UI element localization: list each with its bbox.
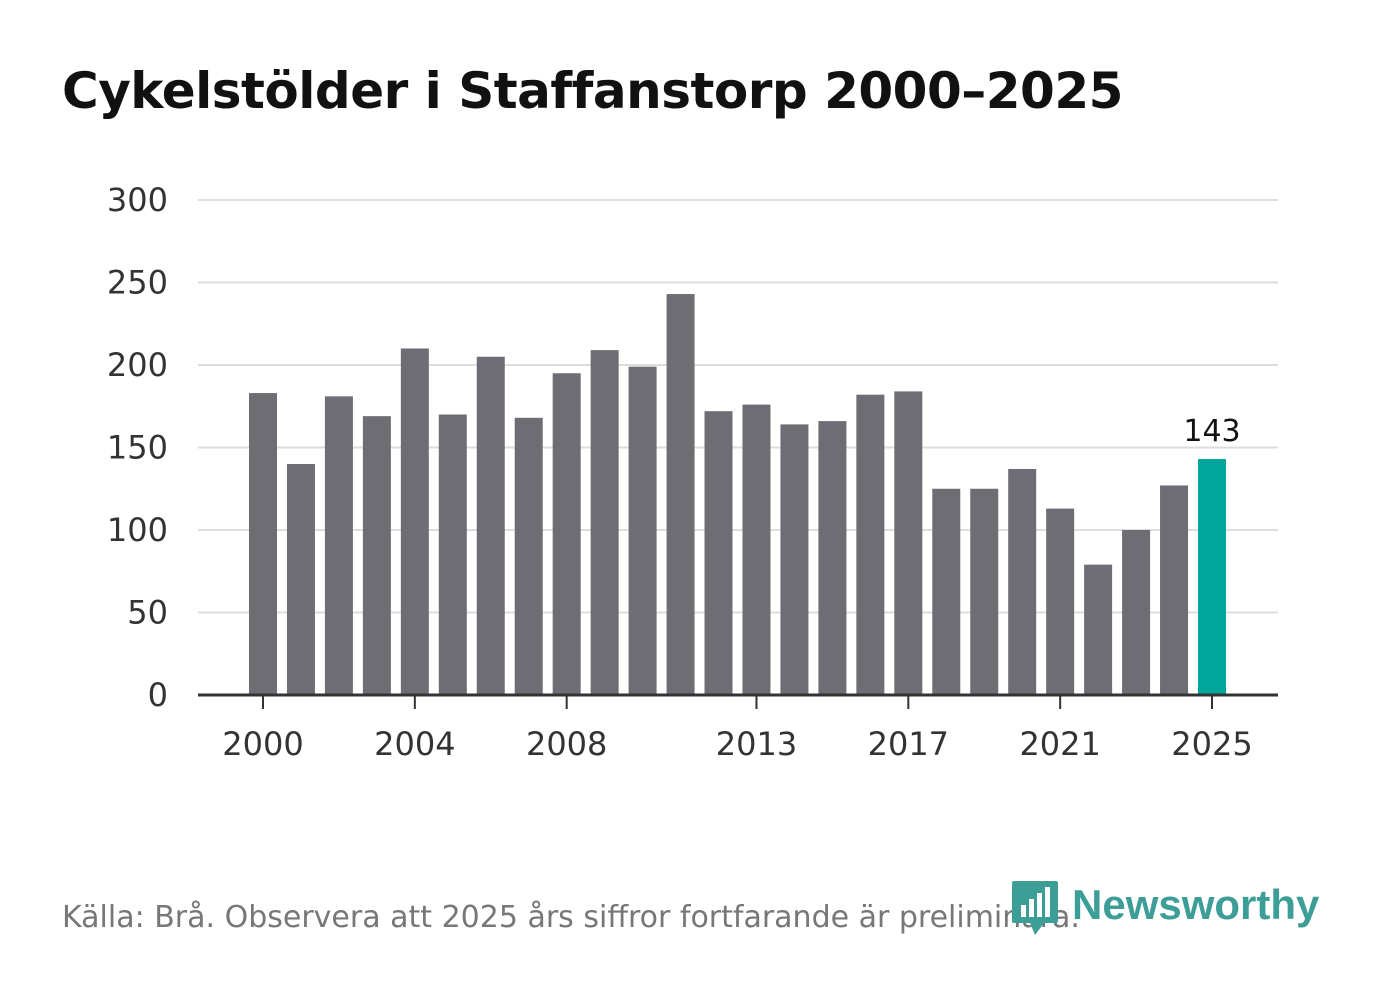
x-tick-label-2025: 2025 <box>1171 725 1252 763</box>
bars <box>249 294 1226 695</box>
bar-2017 <box>894 391 923 695</box>
bar-2024 <box>1160 485 1189 695</box>
bar-2009 <box>590 350 619 695</box>
y-tick-label-200: 200 <box>107 346 168 384</box>
bar-2004 <box>400 348 429 695</box>
y-tick-label-150: 150 <box>107 429 168 467</box>
y-tick-label-0: 0 <box>148 676 168 714</box>
bar-2019 <box>970 488 999 695</box>
bar-2025 <box>1198 459 1226 695</box>
gridlines <box>198 199 1278 614</box>
bar-2021 <box>1046 508 1075 695</box>
chart-title: Cykelstölder i Staffanstorp 2000–2025 <box>62 62 1123 120</box>
bar-2006 <box>476 356 505 695</box>
bar-2016 <box>856 394 885 695</box>
bar-2002 <box>324 396 353 695</box>
data-label-2025: 143 <box>1183 414 1240 449</box>
x-tick-label-2008: 2008 <box>526 725 607 763</box>
bar-2011 <box>666 294 695 695</box>
bar-2012 <box>704 411 733 695</box>
brand-logo: Newsworthy <box>1010 878 1319 940</box>
newsworthy-logo-icon <box>1012 881 1058 935</box>
y-tick-label-100: 100 <box>107 511 168 549</box>
bar-2014 <box>780 424 809 695</box>
y-tick-label-250: 250 <box>107 264 168 302</box>
bar-2005 <box>438 414 467 695</box>
y-tick-label-50: 50 <box>127 594 168 632</box>
bar-2007 <box>514 417 543 695</box>
bar-2018 <box>932 488 961 695</box>
bar-2008 <box>552 373 581 695</box>
bar-2020 <box>1008 468 1037 695</box>
data-labels: 143 <box>1183 414 1240 449</box>
x-tick-label-2017: 2017 <box>868 725 949 763</box>
y-axis-tick-labels: 0 50 100 150 200 250 300 <box>107 181 168 714</box>
x-tick-label-2021: 2021 <box>1019 725 1100 763</box>
bar-2001 <box>286 464 315 695</box>
x-tick-label-2000: 2000 <box>222 725 303 763</box>
y-tick-label-300: 300 <box>107 181 168 219</box>
bar-2013 <box>742 404 771 695</box>
bar-2003 <box>362 416 391 695</box>
bar-2023 <box>1122 530 1151 695</box>
x-axis-ticks: 2000 2004 2008 2013 2017 2021 2025 <box>222 695 1253 763</box>
x-tick-label-2004: 2004 <box>374 725 455 763</box>
source-note: Källa: Brå. Observera att 2025 års siffr… <box>62 900 1080 935</box>
x-tick-label-2013: 2013 <box>716 725 797 763</box>
bar-2022 <box>1084 564 1113 695</box>
bar-2015 <box>818 421 847 695</box>
bar-2010 <box>628 366 657 695</box>
bar-2000 <box>249 393 277 695</box>
brand-name: Newsworthy <box>1072 881 1320 928</box>
